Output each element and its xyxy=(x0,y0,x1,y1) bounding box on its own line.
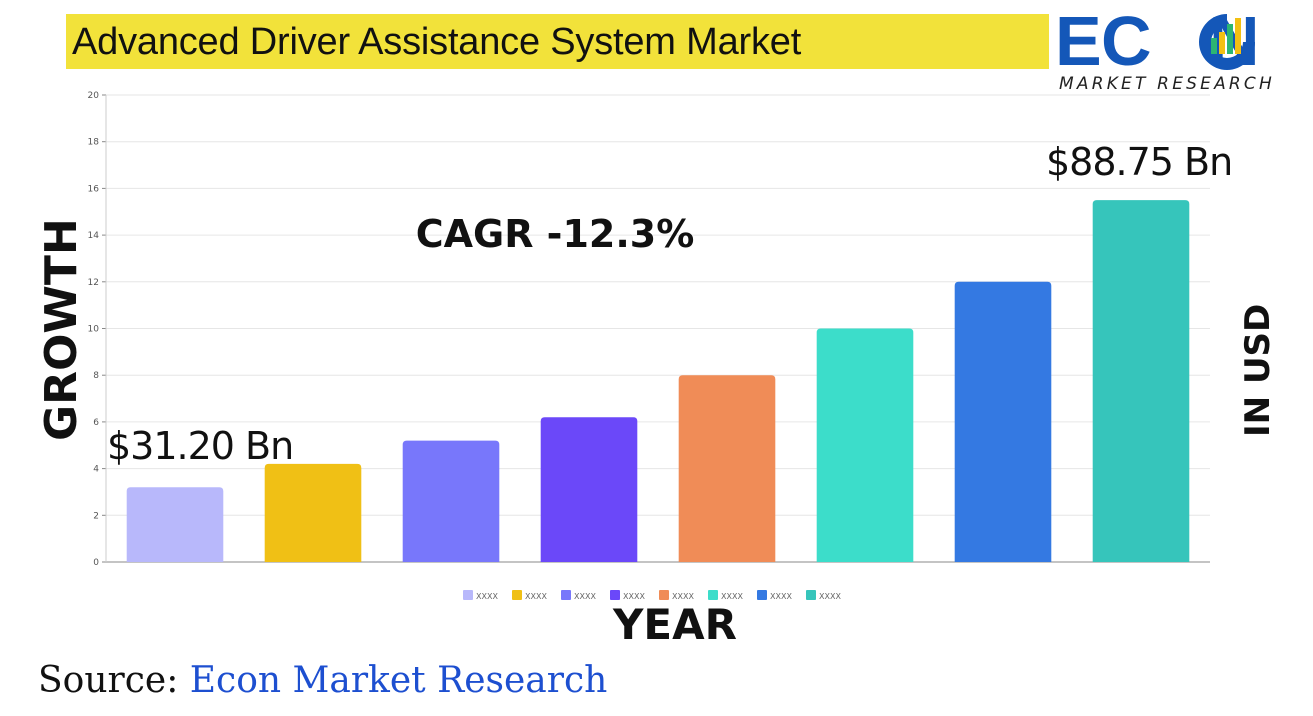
y-tick-label: 14 xyxy=(88,231,100,241)
legend-label: XXXX xyxy=(525,592,547,601)
bar xyxy=(678,375,776,562)
bar xyxy=(126,487,224,562)
legend-swatch xyxy=(561,590,571,600)
y-tick-label: 20 xyxy=(88,91,100,101)
y-tick-label: 16 xyxy=(88,184,100,194)
source-prefix: Source: xyxy=(38,660,190,701)
legend-label: XXXX xyxy=(476,592,498,601)
legend-label: XXXX xyxy=(770,592,792,601)
title-banner xyxy=(66,14,1049,69)
legend-swatch xyxy=(463,590,473,600)
cagr-annotation: CAGR -12.3% xyxy=(415,212,695,256)
bar xyxy=(954,281,1052,562)
legend-label: XXXX xyxy=(623,592,645,601)
logo-subtitle: MARKET RESEARCH xyxy=(1059,74,1275,94)
legend-swatch xyxy=(512,590,522,600)
logo-chart-icon xyxy=(1199,14,1255,70)
econ-logo: ECN MARKET RESEARCH xyxy=(1055,6,1295,98)
y-tick-label: 2 xyxy=(93,511,99,521)
y-tick-label: 6 xyxy=(93,418,99,428)
bar xyxy=(540,417,638,562)
legend-swatch xyxy=(806,590,816,600)
y-tick-label: 4 xyxy=(93,465,99,475)
legend-label: XXXX xyxy=(819,592,841,601)
legend-label: XXXX xyxy=(721,592,743,601)
legend-swatch xyxy=(708,590,718,600)
source-line: Source: Econ Market Research xyxy=(38,660,607,701)
y-tick-label: 18 xyxy=(88,138,100,148)
bar xyxy=(264,463,362,562)
end-value-annotation: $88.75 Bn xyxy=(1046,140,1233,184)
bar xyxy=(1092,200,1190,562)
y-tick-label: 10 xyxy=(88,325,100,335)
legend-label: XXXX xyxy=(574,592,596,601)
page-title: Advanced Driver Assistance System Market xyxy=(72,21,802,63)
x-axis-title: YEAR xyxy=(613,600,737,649)
y-tick-label: 0 xyxy=(93,558,99,568)
source-link[interactable]: Econ Market Research xyxy=(189,660,608,701)
bar xyxy=(816,328,914,562)
legend-swatch xyxy=(757,590,767,600)
bar xyxy=(402,440,500,562)
legend-label: XXXX xyxy=(672,592,694,601)
legend-swatch xyxy=(610,590,620,600)
start-value-annotation: $31.20 Bn xyxy=(107,424,294,468)
y-tick-label: 12 xyxy=(88,278,99,288)
legend-swatch xyxy=(659,590,669,600)
y-tick-label: 8 xyxy=(93,371,99,381)
